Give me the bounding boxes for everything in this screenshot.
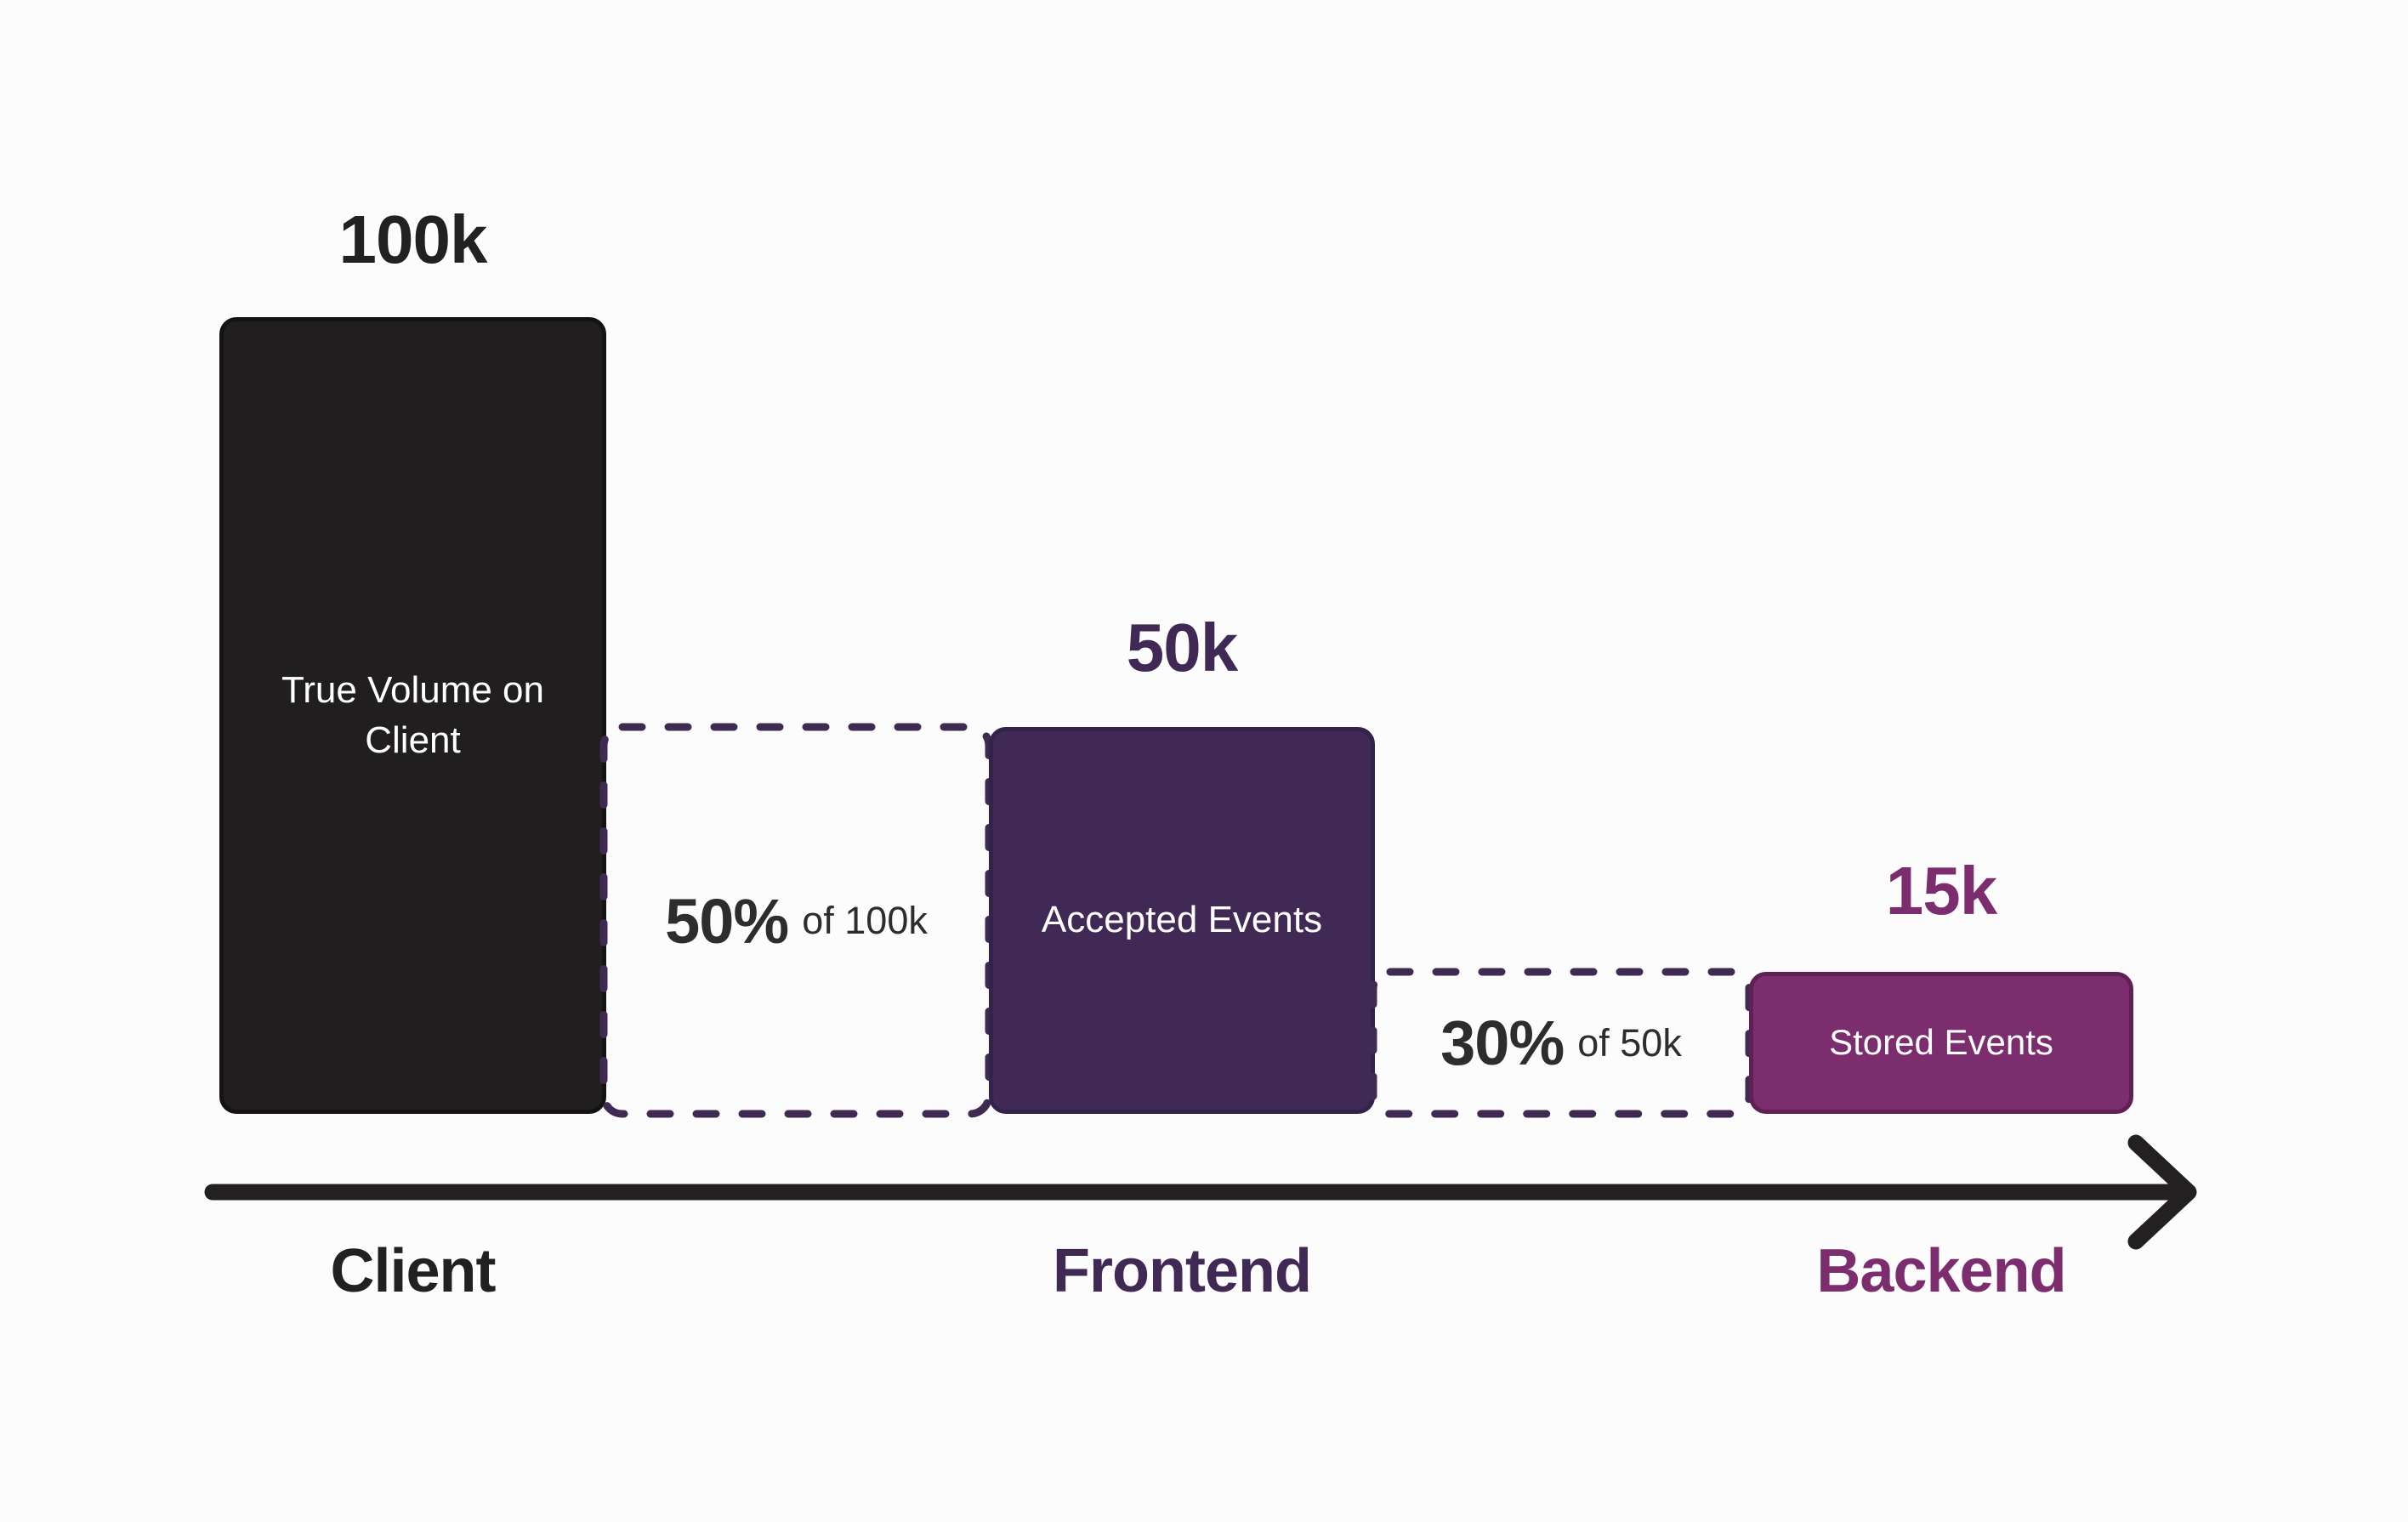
drop-percentage: 30%: [1440, 1008, 1565, 1078]
bar-stored-label: Stored Events: [1829, 1022, 2053, 1063]
axis-label-backend: Backend: [1816, 1237, 2066, 1305]
value-label-100k: 100k: [338, 202, 488, 277]
value-label-50k: 50k: [1126, 610, 1238, 685]
bar-accepted-events: Accepted Events: [989, 727, 1375, 1114]
drop-basis: of 100k: [802, 899, 928, 942]
value-label-15k: 15k: [1885, 853, 1997, 929]
drop-percentage: 50%: [665, 885, 789, 957]
axis-label-frontend: Frontend: [1053, 1237, 1312, 1305]
drop-note-30-percent: 30% of 50k: [1373, 972, 1749, 1114]
arrow-head-icon: [2127, 1134, 2197, 1250]
bar-true-volume-label: True Volume on Client: [281, 669, 544, 761]
bar-accepted-label: Accepted Events: [1041, 899, 1323, 941]
axis-label-client: Client: [330, 1237, 496, 1305]
bar-stored-events: Stored Events: [1749, 972, 2133, 1114]
drop-basis: of 50k: [1577, 1020, 1682, 1065]
drop-note-50-percent: 50% of 100k: [604, 728, 989, 1114]
bar-true-volume-on-client: True Volume on Client: [219, 317, 606, 1114]
